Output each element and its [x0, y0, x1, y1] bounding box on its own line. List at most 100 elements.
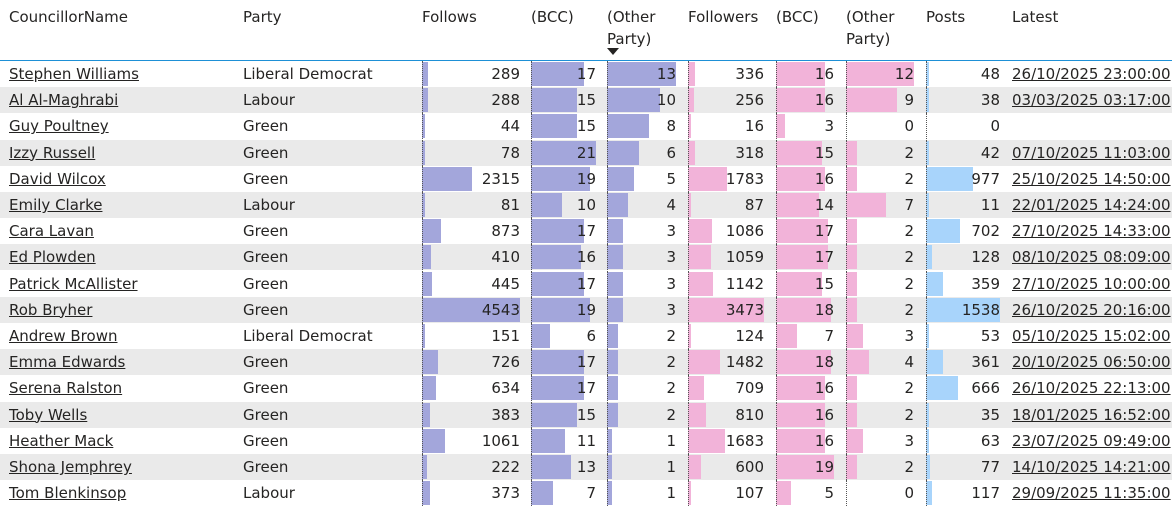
councillor-name-link[interactable]: Emily Clarke [9, 196, 103, 214]
table-row[interactable]: Al Al-Maghrabi Labour 288 15 10 256 16 9 38 03/03… [0, 87, 1172, 114]
latest-post-link[interactable]: 22/01/2025 14:24:00 [1012, 196, 1171, 214]
header-follows-bcc[interactable]: (BCC) [531, 8, 574, 26]
follows-cell: 410 [491, 248, 520, 267]
data-bar-followers [688, 402, 706, 427]
data-bar-follows-other [607, 140, 639, 165]
councillor-name-link[interactable]: Heather Mack [9, 431, 114, 450]
table-row[interactable]: Stephen Williams Liberal Democrat 289 17 13 3… [0, 61, 1172, 87]
column-divider [531, 192, 532, 218]
column-divider [776, 165, 777, 192]
table-row[interactable]: Emily Clarke Labour 81 10 4 87 14 7 11 22/01/2025… [0, 192, 1172, 218]
latest-post-link[interactable]: 23/07/2025 09:49:00 [1012, 431, 1171, 450]
follows-bcc-cell: 17 [576, 222, 596, 241]
councillor-name-link[interactable]: Guy Poultney [9, 117, 109, 136]
councillor-name-link[interactable]: Patrick McAllister [9, 274, 138, 293]
latest-post-link[interactable]: 26/10/2025 23:00:00 [1012, 65, 1171, 83]
header-follows[interactable]: Follows [422, 8, 477, 26]
table-row[interactable]: Ed Plowden Green 410 16 3 1059 17 2 128 08/10/202… [0, 244, 1172, 271]
latest-post-link[interactable]: 14/10/2025 14:21:00 [1012, 458, 1171, 476]
header-councillor-name[interactable]: CouncillorName [9, 8, 129, 26]
posts-cell: 48 [980, 65, 1000, 83]
latest-post-link[interactable]: 18/01/2025 16:52:00 [1012, 405, 1171, 424]
table-row[interactable]: Toby Wells Green 383 15 2 810 16 2 35 18/01/2025 … [0, 401, 1172, 428]
latest-post-link[interactable]: 26/10/2025 20:16:00 [1012, 300, 1171, 319]
follows-other-cell: 8 [666, 117, 676, 136]
data-bar-followers [688, 428, 725, 453]
column-divider [688, 349, 689, 376]
table-row[interactable]: Serena Ralston Green 634 17 2 709 16 2 666 26/10/… [0, 375, 1172, 402]
councillor-name-link[interactable]: Ed Plowden [9, 248, 96, 267]
column-divider [422, 270, 423, 297]
latest-post-link[interactable]: 25/10/2025 14:50:00 [1012, 169, 1171, 188]
header-posts[interactable]: Posts [926, 8, 966, 26]
councillor-name-link[interactable]: David Wilcox [9, 169, 106, 188]
councillor-name-link[interactable]: Cara Lavan [9, 222, 94, 241]
table-row[interactable]: David Wilcox Green 2315 19 5 1783 16 2 977 25/10/… [0, 165, 1172, 192]
posts-cell: 977 [971, 169, 1000, 188]
latest-post-link[interactable]: 08/10/2025 08:09:00 [1012, 248, 1171, 267]
latest-post-link[interactable]: 29/09/2025 11:35:00 [1012, 484, 1171, 503]
table-row[interactable]: Emma Edwards Green 726 17 2 1482 18 4 361 20/10/2… [0, 349, 1172, 376]
data-bar-followers-bcc [776, 481, 792, 506]
councillor-name-link[interactable]: Al Al-Maghrabi [9, 91, 119, 110]
table-row[interactable]: Guy Poultney Green 44 15 8 16 3 0 0 [0, 113, 1172, 140]
column-divider [607, 401, 608, 428]
column-divider [776, 323, 777, 349]
follows-cell: 2315 [481, 169, 520, 188]
column-divider [688, 192, 689, 218]
table-row[interactable]: Tom Blenkinsop Labour 373 7 1 107 5 0 117 29/09/2… [0, 480, 1172, 507]
followers-bcc-cell: 16 [814, 65, 834, 83]
follows-cell: 44 [500, 117, 520, 136]
header-followers[interactable]: Followers [688, 8, 759, 26]
table-row[interactable]: Cara Lavan Green 873 17 3 1086 17 2 702 27/10/202… [0, 218, 1172, 245]
latest-post-link[interactable]: 20/10/2025 06:50:00 [1012, 353, 1171, 372]
councillor-name-link[interactable]: Shona Jemphrey [9, 458, 132, 476]
header-latest[interactable]: Latest [1012, 8, 1059, 26]
header-party[interactable]: Party [243, 8, 282, 26]
follows-cell: 4543 [481, 300, 520, 319]
councillor-name-link[interactable]: Rob Bryher [9, 300, 93, 319]
table-row[interactable]: Shona Jemphrey Green 222 13 1 600 19 2 77 14/10/2… [0, 454, 1172, 480]
data-bar-posts [926, 245, 933, 270]
data-bar-follows-other [607, 245, 623, 270]
column-divider [531, 61, 532, 87]
councillor-name-link[interactable]: Tom Blenkinsop [9, 484, 127, 503]
table-row[interactable]: Heather Mack Green 1061 11 1 1683 16 3 63 23/07/2… [0, 427, 1172, 454]
header-followers-other-party[interactable]: (Other Party) [846, 8, 895, 48]
column-divider [846, 480, 847, 507]
councillor-name-link[interactable]: Serena Ralston [9, 379, 123, 398]
header-followers-bcc[interactable]: (BCC) [776, 8, 819, 26]
table-row[interactable]: Rob Bryher Green 4543 19 3 3473 18 2 1538 26/10/2… [0, 296, 1172, 323]
latest-post-link[interactable]: 26/10/2025 22:13:00 [1012, 379, 1171, 398]
data-bar-followers-bcc [776, 114, 786, 139]
councillor-name-link[interactable]: Izzy Russell [9, 143, 96, 162]
party-cell: Liberal Democrat [243, 65, 373, 83]
latest-post-link[interactable]: 07/10/2025 11:03:00 [1012, 143, 1171, 162]
latest-post-link[interactable]: 27/10/2025 14:33:00 [1012, 222, 1171, 241]
councillor-name-link[interactable]: Andrew Brown [9, 327, 118, 345]
column-divider [607, 113, 608, 140]
data-bar-followers [688, 481, 691, 506]
data-bar-posts [926, 166, 973, 191]
column-divider [688, 427, 689, 454]
councillor-name-link[interactable]: Toby Wells [9, 405, 88, 424]
posts-cell: 666 [971, 379, 1000, 398]
data-bar-followers-other [846, 350, 869, 375]
councillor-name-link[interactable]: Stephen Williams [9, 65, 139, 83]
party-cell: Liberal Democrat [243, 327, 373, 345]
table-row[interactable]: Andrew Brown Liberal Democrat 151 6 2 124 7 3 53… [0, 323, 1172, 349]
table-row[interactable]: Izzy Russell Green 78 21 6 318 15 2 42 07/10/2025… [0, 139, 1172, 166]
latest-post-link[interactable]: 05/10/2025 15:02:00 [1012, 327, 1171, 345]
councillor-name-link[interactable]: Emma Edwards [9, 353, 126, 372]
table-row[interactable]: Patrick McAllister Green 445 17 3 1142 15 2 359 2… [0, 270, 1172, 297]
header-follows-other-party[interactable]: (Other Party) [607, 8, 656, 48]
column-divider [531, 296, 532, 323]
latest-post-link[interactable]: 27/10/2025 10:00:00 [1012, 274, 1171, 293]
column-divider [776, 375, 777, 402]
followers-bcc-cell: 18 [814, 300, 834, 319]
follows-other-cell: 3 [666, 274, 676, 293]
latest-post-link[interactable]: 03/03/2025 03:17:00 [1012, 91, 1171, 110]
party-cell: Green [243, 405, 289, 424]
follows-cell: 78 [500, 143, 520, 162]
